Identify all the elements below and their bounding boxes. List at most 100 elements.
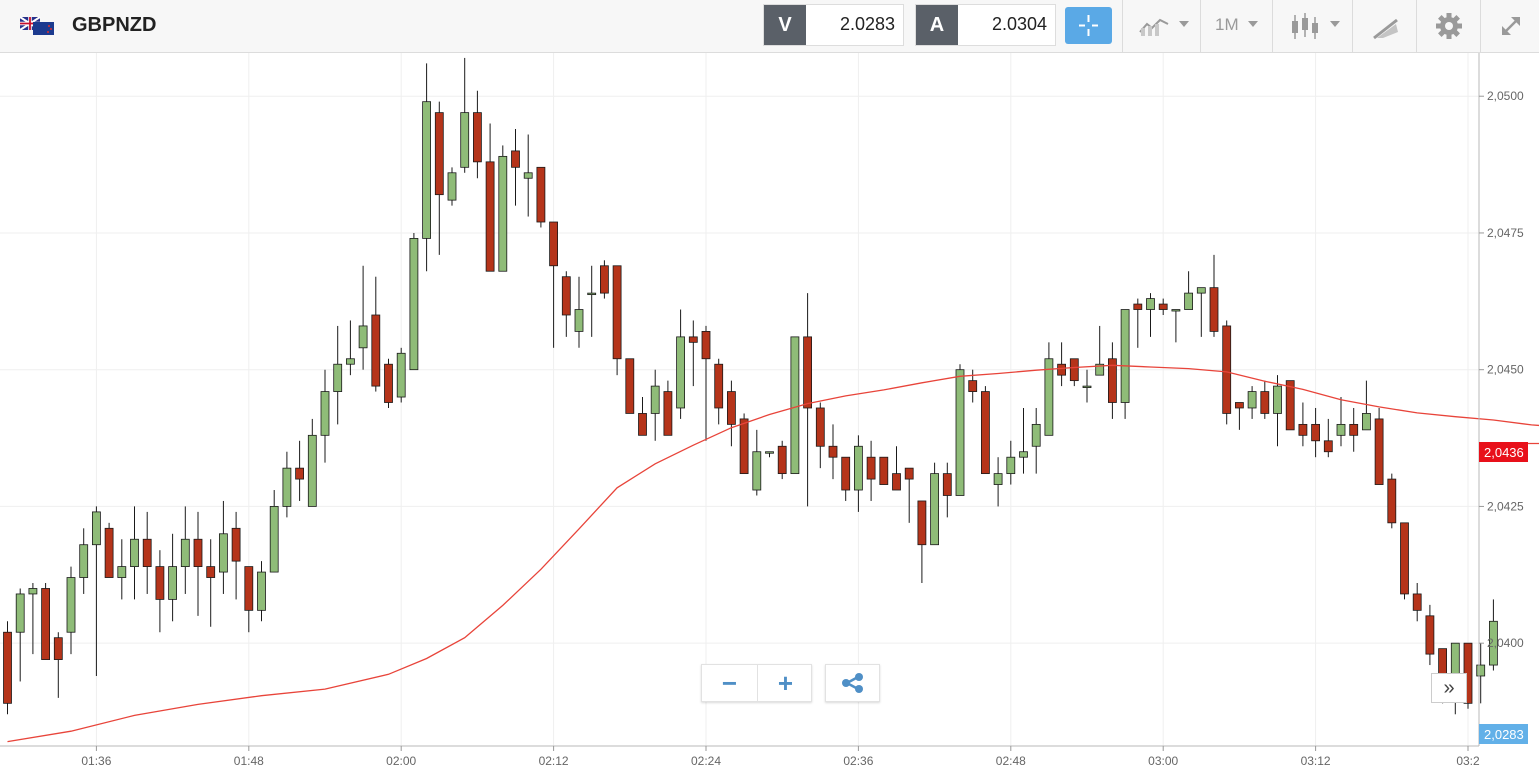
candle [663, 380, 673, 436]
candle-body-down [1374, 418, 1384, 485]
candle [1120, 309, 1130, 419]
candle [650, 369, 660, 441]
candle-body-up [1044, 358, 1054, 436]
drawing-tools-button[interactable] [1352, 0, 1417, 53]
time-tick-label: 03:00 [1148, 754, 1178, 768]
candle-body-up [1362, 413, 1371, 431]
candle-body-up [218, 533, 228, 573]
candle-body-down [892, 473, 901, 491]
candle-body-down [1235, 402, 1244, 409]
chart-grid [0, 53, 1479, 746]
candle [231, 511, 241, 600]
candle-body-down [727, 391, 736, 425]
candle-body-down [104, 527, 114, 578]
candle-body-down [1425, 615, 1435, 655]
sell-price: 2.0283 [839, 14, 895, 34]
sell-price-button[interactable]: V 2.0283 [763, 4, 904, 46]
candle-body-up [955, 369, 965, 496]
candle-body-up [130, 538, 139, 567]
candle-body-up [676, 336, 685, 409]
candle-body-down [1209, 287, 1219, 332]
zoom-out-button[interactable]: − [721, 668, 738, 698]
candle [676, 309, 685, 419]
candle-body-up [1031, 423, 1041, 447]
candle-body-up [345, 358, 355, 365]
candle [104, 522, 114, 578]
gear-icon [1436, 13, 1462, 39]
candle-body-down [41, 588, 50, 660]
candle-body-up [1171, 309, 1181, 312]
candle [511, 129, 520, 206]
candle-body-up [15, 593, 25, 633]
candle [384, 358, 393, 408]
candle-body-up [574, 309, 584, 332]
fullscreen-button[interactable] [1480, 0, 1539, 53]
candle-body-up [1120, 309, 1130, 403]
price-chart[interactable]: 2,0500 2,0475 2,0450 2,0425 2,0400 01:36 01:4… [0, 53, 1539, 779]
price-tick-label: 2,0400 [1487, 636, 1524, 650]
chart-type-button[interactable] [1122, 0, 1201, 53]
settings-button[interactable] [1416, 0, 1481, 53]
candle [1285, 380, 1295, 431]
candle-body-down [1323, 440, 1333, 453]
candle [523, 134, 533, 217]
candle [1044, 342, 1054, 436]
candle-body-up [587, 292, 597, 296]
candle [828, 424, 838, 480]
candle [688, 320, 698, 387]
candle [803, 293, 812, 507]
crosshair-icon [1079, 15, 1098, 36]
candles-button[interactable] [1272, 0, 1353, 53]
chevron-down-icon [1248, 21, 1258, 27]
candle [1057, 342, 1066, 387]
candle [1273, 375, 1282, 447]
candle [41, 583, 50, 660]
candle-body-up [1336, 423, 1346, 436]
timeframe-label: 1M [1215, 15, 1239, 34]
candle-body-up [180, 538, 190, 567]
scroll-to-latest-button[interactable]: » [1431, 673, 1467, 703]
drawing-icon [1373, 18, 1398, 40]
candle [257, 561, 266, 622]
moving-average-line [7, 364, 1539, 743]
candle-body-up [117, 566, 127, 578]
candle-body-down [612, 265, 622, 360]
candle-body-down [371, 314, 381, 387]
candle [536, 166, 546, 228]
candle [15, 588, 25, 682]
candle-body-up [1082, 385, 1092, 388]
candle-body-down [155, 566, 165, 600]
zoom-in-button[interactable]: + [777, 668, 794, 698]
candle [1425, 604, 1435, 666]
candle-body-up [1095, 363, 1105, 376]
candle [1209, 254, 1219, 337]
candle [879, 456, 889, 485]
candles-icon [1292, 13, 1318, 39]
share-button[interactable] [825, 664, 880, 702]
candle-body-up [282, 467, 292, 507]
candle [472, 90, 482, 179]
candle [1298, 402, 1308, 447]
candle [206, 539, 216, 627]
candle [1362, 380, 1371, 431]
timeframe-button[interactable]: 1M [1200, 0, 1273, 53]
price-tick-label: 2,0475 [1487, 226, 1524, 240]
candle-body-down [663, 391, 673, 436]
crosshair-button[interactable] [1065, 7, 1112, 44]
buy-price-button[interactable]: A 2.0304 [915, 4, 1056, 46]
candle-body-down [1400, 522, 1409, 595]
candle [955, 364, 965, 496]
candle [358, 265, 368, 370]
time-tick-label: 02:12 [539, 754, 569, 768]
candle [345, 320, 355, 376]
candle-body-up [790, 336, 800, 475]
price-tick-label: 2,0450 [1487, 363, 1524, 377]
candle-body-down [231, 527, 241, 562]
candle [66, 566, 76, 655]
time-tick-label: 01:48 [234, 754, 264, 768]
candle [28, 583, 38, 655]
candle-body-down [295, 467, 305, 480]
candle [1019, 407, 1028, 474]
candle [460, 57, 470, 173]
candle-body-down [1412, 593, 1422, 611]
